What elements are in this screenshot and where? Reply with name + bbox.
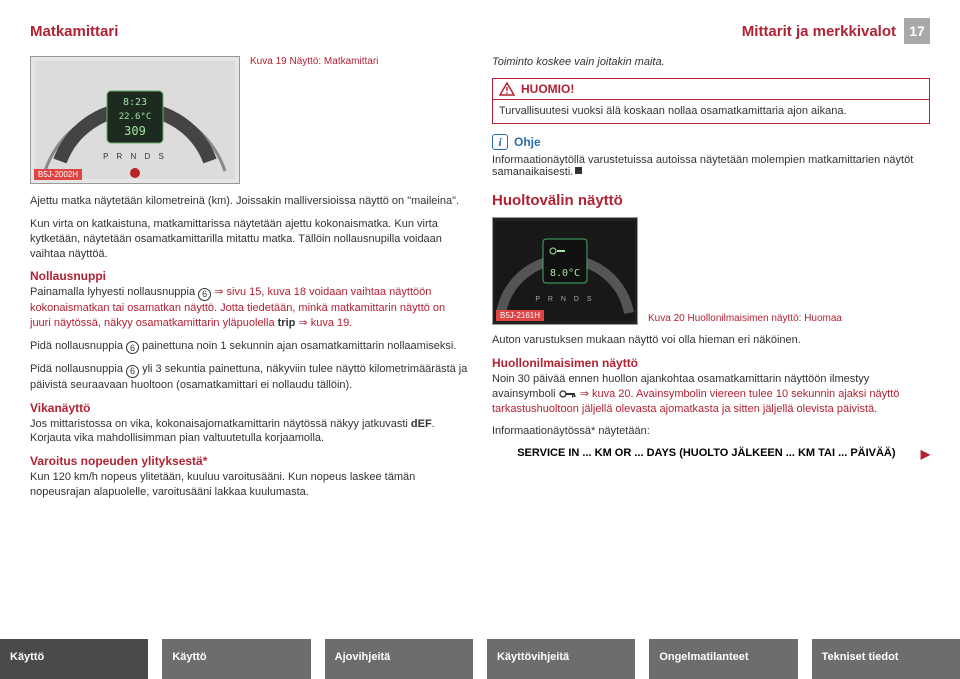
section-huoltovali: Huoltovälin näyttö bbox=[492, 192, 930, 209]
left-p3: Painamalla lyhyesti nollausnuppia 6 ⇒ si… bbox=[30, 285, 468, 330]
right-p3: Informaationäytössä* näytetään: bbox=[492, 424, 930, 439]
info-icon: i bbox=[492, 134, 508, 150]
left-p6: Jos mittaristossa on vika, kokonaisajoma… bbox=[30, 417, 468, 447]
right-p2: Noin 30 päivää ennen huollon ajankohtaa … bbox=[492, 372, 930, 417]
page-number: 17 bbox=[904, 18, 930, 44]
svg-text:309: 309 bbox=[124, 124, 146, 138]
svg-text:8:23: 8:23 bbox=[123, 97, 147, 108]
left-p2: Kun virta on katkaistuna, matkamittariss… bbox=[30, 217, 468, 262]
breadcrumb: Mittarit ja merkkivalot bbox=[742, 23, 896, 40]
warning-triangle-icon bbox=[499, 82, 515, 96]
dash-illustration: 8.0°C P R N D S bbox=[495, 221, 635, 321]
warning-body: Turvallisuutesi vuoksi älä koskaan nolla… bbox=[493, 100, 929, 123]
nav-tab-3[interactable]: Ajovihjeitä bbox=[325, 639, 487, 679]
left-column: 8:23 22.6°C 309 P R N D S B5J-2002H Kuva… bbox=[30, 56, 468, 508]
figure-19-code: B5J-2002H bbox=[34, 169, 82, 180]
nav-tab-5[interactable]: Ongelmatilanteet bbox=[649, 639, 811, 679]
svg-text:P R N D S: P R N D S bbox=[535, 296, 594, 303]
info-body: Informaationäytöllä varustetuissa autois… bbox=[492, 154, 930, 178]
subhead-nollausnuppi: Nollausnuppi bbox=[30, 269, 468, 283]
left-p5: Pidä nollausnuppia 6 yli 3 sekuntia pain… bbox=[30, 362, 468, 392]
ref-circle-6: 6 bbox=[198, 288, 211, 301]
right-column: Toiminto koskee vain joitakin maita. HUO… bbox=[492, 56, 930, 508]
subhead-huollon: Huollonilmaisimen näyttö bbox=[492, 356, 930, 370]
figure-20-row: 8.0°C P R N D S B5J-2161H Kuva 20 Huollo… bbox=[492, 217, 930, 325]
page-title-left: Matkamittari bbox=[30, 23, 118, 40]
subhead-vika: Vikanäyttö bbox=[30, 401, 468, 415]
service-line: SERVICE IN ... KM OR ... DAYS (HUOLTO JÄ… bbox=[492, 447, 930, 459]
gauge-illustration: 8:23 22.6°C 309 P R N D S bbox=[35, 61, 235, 179]
info-title: Ohje bbox=[514, 135, 541, 149]
left-p1: Ajettu matka näytetään kilometreinä (km)… bbox=[30, 194, 468, 209]
warning-title: HUOMIO! bbox=[521, 82, 574, 96]
svg-text:P R N D S: P R N D S bbox=[103, 152, 167, 161]
bottom-nav: Käyttö Käyttö Ajovihjeitä Käyttövihjeitä… bbox=[0, 639, 960, 679]
figure-19-row: 8:23 22.6°C 309 P R N D S B5J-2002H Kuva… bbox=[30, 56, 468, 184]
left-p7: Kun 120 km/h nopeus ylitetään, kuuluu va… bbox=[30, 470, 468, 500]
ref-circle-6b: 6 bbox=[126, 341, 139, 354]
right-p1: Auton varustuksen mukaan näyttö voi olla… bbox=[492, 333, 930, 348]
figure-20-code: B5J-2161H bbox=[496, 310, 544, 321]
figure-19-image: 8:23 22.6°C 309 P R N D S B5J-2002H bbox=[30, 56, 240, 184]
end-square-icon bbox=[575, 167, 582, 174]
arrow-icon: ⇒ bbox=[214, 286, 226, 298]
figure-20-caption: Kuva 20 Huollonilmaisimen näyttö: Huomaa bbox=[648, 313, 930, 326]
nav-tab-4[interactable]: Käyttövihjeitä bbox=[487, 639, 649, 679]
svg-text:8.0°C: 8.0°C bbox=[550, 268, 580, 279]
page-header: Matkamittari Mittarit ja merkkivalot 17 bbox=[30, 18, 930, 44]
info-box: i Ohje Informaationäytöllä varustetuissa… bbox=[492, 134, 930, 178]
nav-tab-2[interactable]: Käyttö bbox=[162, 639, 324, 679]
warning-box: HUOMIO! Turvallisuutesi vuoksi älä koska… bbox=[492, 78, 930, 124]
nav-tab-1[interactable]: Käyttö bbox=[0, 639, 162, 679]
ref-circle-6c: 6 bbox=[126, 365, 139, 378]
figure-19-caption: Kuva 19 Näyttö: Matkamittari bbox=[250, 56, 468, 184]
svg-text:22.6°C: 22.6°C bbox=[119, 112, 152, 122]
subhead-varoitus: Varoitus nopeuden ylityksestä* bbox=[30, 454, 468, 468]
continue-triangle-icon: ▶ bbox=[921, 447, 930, 461]
left-p4: Pidä nollausnuppia 6 painettuna noin 1 s… bbox=[30, 339, 468, 355]
figure-20-image: 8.0°C P R N D S B5J-2161H bbox=[492, 217, 638, 325]
nav-tab-6[interactable]: Tekniset tiedot bbox=[812, 639, 960, 679]
right-intro: Toiminto koskee vain joitakin maita. bbox=[492, 56, 930, 68]
key-icon bbox=[559, 388, 577, 400]
